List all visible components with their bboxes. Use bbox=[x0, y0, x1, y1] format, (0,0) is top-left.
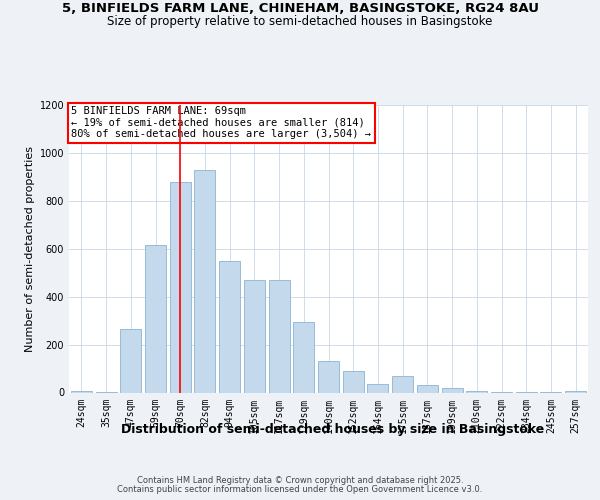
Bar bbox=[244, 280, 265, 392]
Text: 5 BINFIELDS FARM LANE: 69sqm
← 19% of semi-detached houses are smaller (814)
80%: 5 BINFIELDS FARM LANE: 69sqm ← 19% of se… bbox=[71, 106, 371, 140]
Bar bbox=[343, 371, 364, 392]
Bar bbox=[120, 329, 141, 392]
Bar bbox=[293, 322, 314, 392]
Bar bbox=[442, 388, 463, 392]
Bar bbox=[417, 386, 438, 392]
Text: 5, BINFIELDS FARM LANE, CHINEHAM, BASINGSTOKE, RG24 8AU: 5, BINFIELDS FARM LANE, CHINEHAM, BASING… bbox=[62, 2, 539, 16]
Text: Contains HM Land Registry data © Crown copyright and database right 2025.: Contains HM Land Registry data © Crown c… bbox=[137, 476, 463, 485]
Bar bbox=[219, 260, 240, 392]
Text: Contains public sector information licensed under the Open Government Licence v3: Contains public sector information licen… bbox=[118, 485, 482, 494]
Bar bbox=[318, 362, 339, 392]
Text: Size of property relative to semi-detached houses in Basingstoke: Size of property relative to semi-detach… bbox=[107, 15, 493, 28]
Bar bbox=[170, 182, 191, 392]
Bar bbox=[392, 376, 413, 392]
Bar bbox=[145, 245, 166, 392]
Bar bbox=[194, 170, 215, 392]
Y-axis label: Number of semi-detached properties: Number of semi-detached properties bbox=[25, 146, 35, 352]
Bar bbox=[367, 384, 388, 392]
Bar bbox=[269, 280, 290, 392]
Text: Distribution of semi-detached houses by size in Basingstoke: Distribution of semi-detached houses by … bbox=[121, 422, 545, 436]
